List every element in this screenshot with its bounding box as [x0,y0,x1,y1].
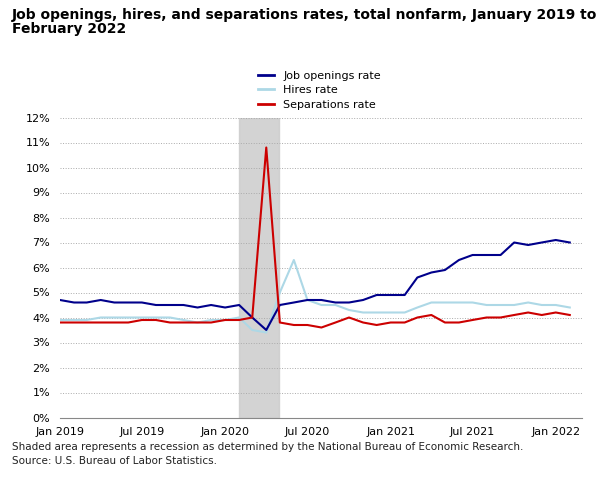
Text: Job openings, hires, and separations rates, total nonfarm, January 2019 to: Job openings, hires, and separations rat… [12,8,598,22]
Line: Separations rate: Separations rate [60,148,570,328]
Bar [239,118,280,418]
Text: Shaded area represents a recession as determined by the National Bureau of Econo: Shaded area represents a recession as de… [12,442,523,452]
Text: Source: U.S. Bureau of Labor Statistics.: Source: U.S. Bureau of Labor Statistics. [12,456,217,466]
Line: Job openings rate: Job openings rate [60,240,570,330]
Line: Hires rate: Hires rate [60,260,570,332]
Legend: Job openings rate, Hires rate, Separations rate: Job openings rate, Hires rate, Separatio… [257,70,381,110]
Text: February 2022: February 2022 [12,22,126,36]
